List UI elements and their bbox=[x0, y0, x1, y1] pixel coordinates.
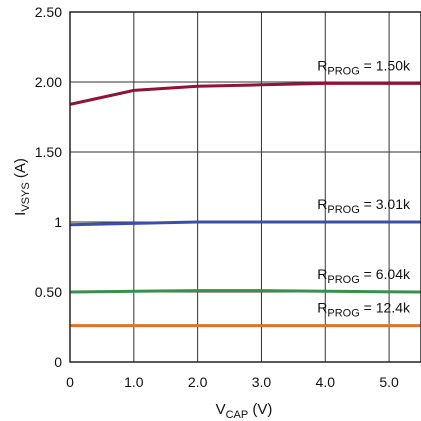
series-line bbox=[70, 222, 421, 225]
y-tick-label: 2.00 bbox=[35, 74, 62, 90]
x-tick-label: 5.0 bbox=[379, 374, 399, 390]
x-tick-label: 1.0 bbox=[124, 374, 144, 390]
y-axis-label: IVSYS (A) bbox=[12, 158, 32, 216]
series-label: RPROG = 1.50k bbox=[317, 57, 411, 77]
y-tick-label: 2.50 bbox=[35, 4, 62, 20]
series-line bbox=[70, 291, 421, 292]
series-label: RPROG = 6.04k bbox=[317, 266, 411, 286]
x-tick-labels: 0 1.0 2.0 3.0 4.0 5.0 bbox=[66, 374, 399, 390]
x-tick-label: 0 bbox=[66, 374, 74, 390]
x-tick-label: 2.0 bbox=[188, 374, 208, 390]
x-axis-label: VCAP (V) bbox=[216, 401, 273, 421]
y-tick-label: 1 bbox=[54, 214, 62, 230]
y-tick-label: 0.50 bbox=[35, 284, 62, 300]
x-tick-label: 4.0 bbox=[316, 374, 336, 390]
series-labels: RPROG = 1.50k RPROG = 3.01k RPROG = 6.04k R… bbox=[317, 57, 411, 319]
y-tick-label: 0 bbox=[54, 354, 62, 370]
y-tick-label: 1.50 bbox=[35, 144, 62, 160]
x-tick-label: 3.0 bbox=[252, 374, 272, 390]
series-label: RPROG = 12.4k bbox=[317, 300, 411, 320]
series-line bbox=[70, 83, 421, 104]
y-tick-labels: 0 0.50 1 1.50 2.00 2.50 bbox=[35, 4, 62, 370]
series-label: RPROG = 3.01k bbox=[317, 196, 411, 216]
